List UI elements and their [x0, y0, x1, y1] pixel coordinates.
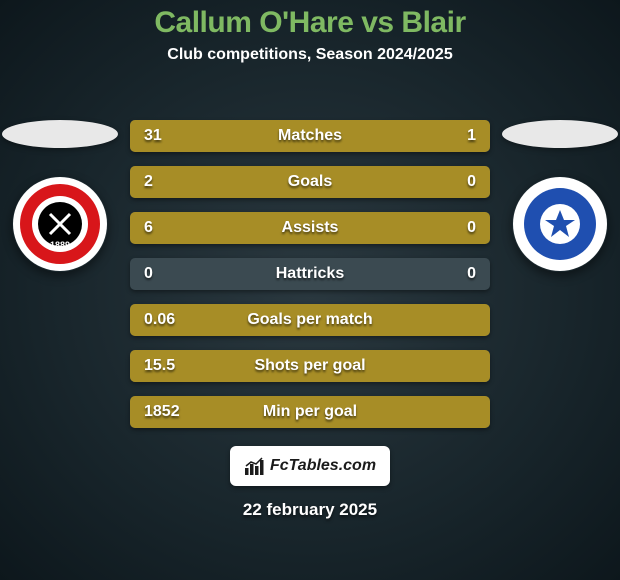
right-club-badge — [512, 176, 608, 272]
stat-bar-left-fill — [130, 166, 490, 198]
stat-row: Assists60 — [130, 212, 490, 244]
comparison-title: Callum O'Hare vs Blair — [0, 0, 620, 40]
stat-bar-left-fill — [130, 396, 490, 428]
stat-bar-track — [130, 396, 490, 428]
stat-bar-left-fill — [130, 212, 490, 244]
stat-bar-left-fill — [130, 304, 490, 336]
brand-text: FcTables.com — [270, 457, 376, 475]
brand-badge: FcTables.com — [230, 446, 390, 486]
right-player-column — [500, 120, 620, 272]
comparison-date: 22 february 2025 — [0, 500, 620, 520]
stat-row: Goals20 — [130, 166, 490, 198]
stat-bar-left-fill — [130, 350, 490, 382]
stat-bar-track — [130, 258, 490, 290]
stat-bar-track — [130, 304, 490, 336]
stats-bars-container: Matches311 Goals20 Assists60 Hattricks00 Goa… — [130, 120, 490, 428]
comparison-subtitle: Club competitions, Season 2024/2025 — [0, 46, 620, 64]
left-club-badge: 1889 — [12, 176, 108, 272]
stat-row: Matches311 — [130, 120, 490, 152]
stat-row: Goals per match0.06 — [130, 304, 490, 336]
stat-bar-right-fill — [479, 120, 490, 152]
stat-bar-track — [130, 350, 490, 382]
stat-bar-track — [130, 166, 490, 198]
player-silhouette-placeholder — [502, 120, 618, 148]
svg-text:1889: 1889 — [50, 240, 70, 250]
stat-row: Min per goal1852 — [130, 396, 490, 428]
stat-row: Shots per goal15.5 — [130, 350, 490, 382]
left-player-column: 1889 — [0, 120, 120, 272]
player-silhouette-placeholder — [2, 120, 118, 148]
bar-chart-icon — [244, 456, 266, 476]
stat-row: Hattricks00 — [130, 258, 490, 290]
stat-bar-left-fill — [130, 120, 479, 152]
stat-bar-track — [130, 120, 490, 152]
stat-bar-track — [130, 212, 490, 244]
